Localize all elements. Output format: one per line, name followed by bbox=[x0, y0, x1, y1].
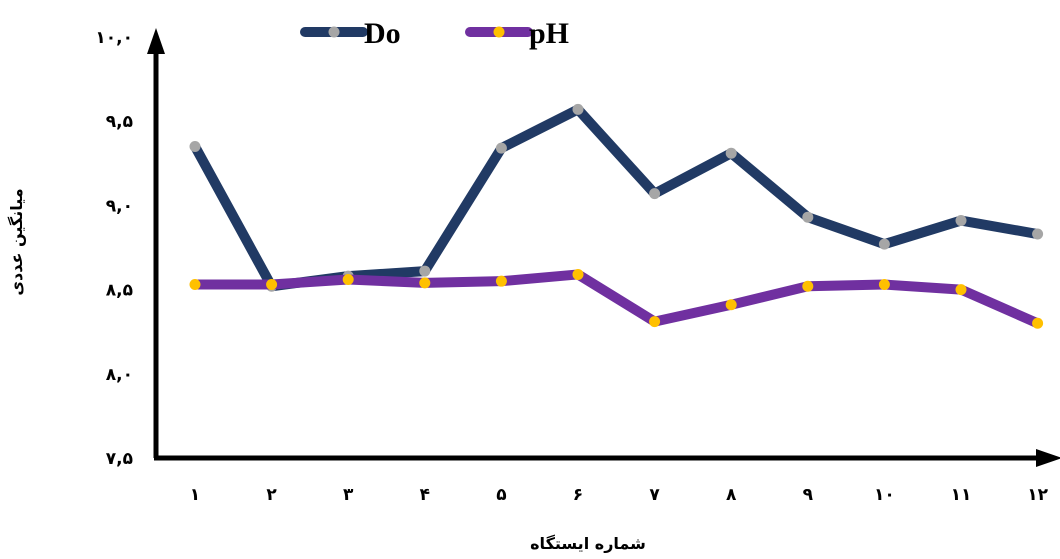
data-point-do bbox=[725, 147, 737, 159]
y-tick-label: ۹,۰ bbox=[106, 196, 133, 216]
data-point-ph bbox=[342, 273, 354, 285]
x-tick-label: ۷ bbox=[649, 485, 660, 505]
y-axis-title: میانگین عددی bbox=[7, 188, 26, 295]
data-point-do bbox=[419, 265, 431, 277]
data-point-do bbox=[495, 142, 507, 154]
x-tick-label: ۱۰ bbox=[874, 485, 895, 505]
data-point-ph bbox=[649, 316, 661, 328]
x-tick-label: ۶ bbox=[573, 485, 583, 505]
x-tick-label: ۸ bbox=[726, 485, 737, 505]
data-point-do bbox=[955, 215, 967, 227]
y-tick-label: ۷,۵ bbox=[106, 449, 133, 469]
data-point-do bbox=[189, 140, 201, 152]
data-point-do bbox=[802, 211, 814, 223]
legend-item-do: Do bbox=[300, 17, 401, 50]
data-point-ph bbox=[878, 279, 890, 291]
x-tick-label: ۹ bbox=[803, 485, 814, 505]
legend-item-ph: pH bbox=[465, 17, 569, 50]
y-tick-labels: ۷,۵ ۸,۰ ۸,۵ ۹,۰ ۹,۵ ۱۰,۰ bbox=[95, 28, 133, 469]
series-ph bbox=[189, 268, 1044, 329]
data-point-do bbox=[878, 238, 890, 250]
data-point-ph bbox=[725, 299, 737, 311]
series-layer bbox=[189, 103, 1044, 329]
y-axis-arrowhead bbox=[147, 28, 165, 54]
y-tick-label: ۱۰,۰ bbox=[95, 28, 133, 48]
x-tick-label: ۱ bbox=[190, 485, 200, 505]
x-tick-label: ۲ bbox=[266, 485, 277, 505]
legend-swatch-marker bbox=[328, 26, 340, 38]
x-tick-label: ۳ bbox=[343, 485, 354, 505]
x-tick-label: ۱۲ bbox=[1027, 485, 1048, 505]
data-point-ph bbox=[802, 280, 814, 292]
data-point-ph bbox=[955, 284, 967, 296]
series-line-ph bbox=[190, 269, 1043, 329]
y-tick-label: ۸,۰ bbox=[106, 365, 133, 385]
x-tick-label: ۴ bbox=[420, 485, 430, 505]
series-do bbox=[189, 103, 1044, 292]
x-tick-label: ۱۱ bbox=[951, 485, 972, 505]
axes bbox=[147, 28, 1060, 467]
legend-swatch-marker bbox=[493, 26, 505, 38]
legend: Do pH bbox=[300, 17, 569, 50]
data-point-ph bbox=[1032, 317, 1044, 329]
data-point-do bbox=[572, 103, 584, 115]
data-point-ph bbox=[572, 268, 584, 280]
legend-label: pH bbox=[529, 17, 569, 50]
data-point-ph bbox=[189, 279, 201, 291]
y-tick-label: ۹,۵ bbox=[106, 112, 133, 132]
x-axis-arrowhead bbox=[1036, 449, 1060, 467]
x-tick-label: ۵ bbox=[496, 485, 506, 505]
data-point-do bbox=[1032, 228, 1044, 240]
data-point-ph bbox=[266, 279, 278, 291]
data-point-ph bbox=[419, 277, 431, 289]
series-line-do bbox=[190, 104, 1043, 292]
y-tick-label: ۸,۵ bbox=[106, 281, 133, 301]
x-tick-labels: ۱ ۲ ۳ ۴ ۵ ۶ ۷ ۸ ۹ ۱۰ ۱۱ ۱۲ bbox=[190, 485, 1049, 505]
data-point-do bbox=[649, 188, 661, 200]
x-axis-title: شماره ایستگاه bbox=[530, 534, 646, 553]
data-point-ph bbox=[495, 275, 507, 287]
legend-label: Do bbox=[364, 17, 401, 50]
